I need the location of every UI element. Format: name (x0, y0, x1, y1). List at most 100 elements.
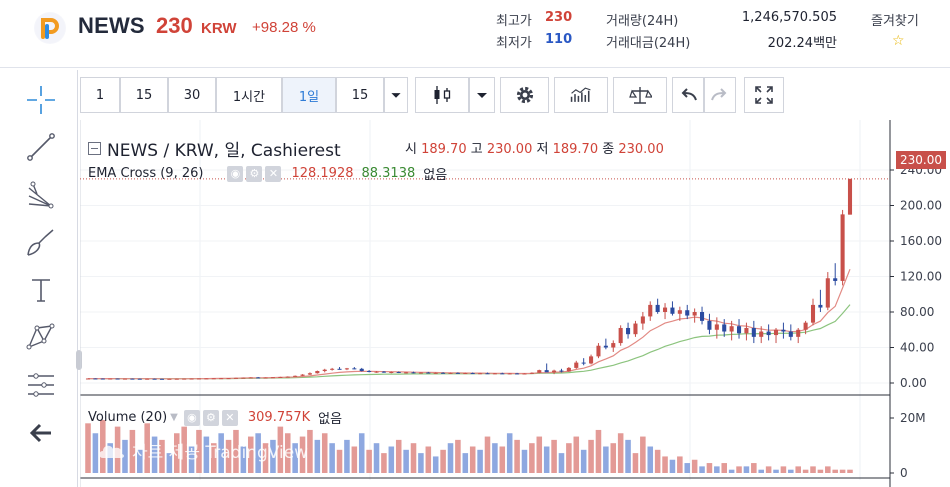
candle (278, 376, 283, 378)
volume-bar (270, 439, 276, 473)
candle (159, 378, 165, 380)
candle (655, 298, 660, 314)
market-header: NEWS 230 KRW +98.28 % 최고가 230 최저가 110 거래… (0, 0, 950, 68)
volume-bar (721, 463, 728, 473)
chevron-down-icon[interactable]: ▼ (170, 412, 178, 423)
toolbar-collapse-handle[interactable] (76, 350, 82, 370)
volume-bar (810, 466, 816, 473)
volume-bar (181, 426, 187, 473)
brush-icon[interactable] (20, 222, 62, 262)
back-arrow-icon[interactable] (20, 413, 62, 453)
volume-bar (743, 466, 750, 473)
interval-select[interactable]: 15 (336, 77, 384, 113)
pattern-icon[interactable] (20, 317, 62, 357)
star-icon[interactable]: ☆ (892, 33, 905, 49)
candle (293, 375, 298, 377)
chevron-down-icon[interactable] (384, 77, 408, 113)
candle (248, 377, 253, 379)
candle (93, 378, 98, 380)
candle (470, 372, 475, 375)
volume-bar (233, 429, 239, 473)
volume-24h-label: 거래량(24H) (606, 14, 679, 29)
candle (596, 343, 601, 359)
volume-bar (714, 466, 720, 473)
undo-icon[interactable] (672, 77, 704, 113)
volume-bar (603, 446, 609, 473)
price-tick-label: 0.00 (900, 376, 927, 390)
interval-1m-button[interactable]: 1 (80, 77, 120, 113)
volume-bar (440, 449, 446, 473)
eye-icon[interactable]: ◉ (227, 165, 244, 182)
chevron-down-icon[interactable] (469, 77, 495, 113)
candle (233, 377, 238, 379)
volume-none-label: 없음 (318, 412, 343, 427)
compare-scale-icon[interactable] (613, 77, 667, 113)
interval-30m-button[interactable]: 30 (168, 77, 216, 113)
candle (256, 376, 261, 379)
volume-bar (403, 449, 409, 473)
candle (270, 377, 275, 379)
candle (122, 378, 128, 380)
interval-1d-button[interactable]: 1일 (282, 77, 336, 113)
fib-icon[interactable] (20, 365, 62, 405)
candle (448, 372, 453, 374)
volume-bar (395, 439, 402, 473)
chart-pane[interactable]: 240.00 200.00 160.00 120.00 80.00 40.00 0.00 20… (80, 120, 950, 487)
text-icon[interactable] (20, 270, 62, 310)
volume-bar (580, 449, 587, 473)
candle (108, 378, 113, 380)
volume-bar (92, 433, 99, 473)
volume-bar (654, 449, 661, 473)
volume-bar (321, 433, 328, 473)
high-value: 230 (545, 10, 573, 25)
volume-bar (455, 439, 461, 473)
indicators-icon[interactable] (554, 77, 608, 113)
settings-icon[interactable]: ⚙ (246, 165, 263, 182)
candle (330, 367, 335, 371)
settings-gear-icon[interactable] (500, 77, 549, 113)
open-label: 시 (405, 142, 417, 157)
volume-bar (691, 459, 698, 473)
volume-label: Volume (20) (88, 410, 168, 425)
volume-bar (336, 449, 343, 473)
volume-bar (551, 439, 557, 473)
volume-bar (447, 443, 454, 473)
candle (85, 378, 91, 380)
tradingview-watermark[interactable]: 차트 제공 TradingView (96, 438, 308, 463)
candle (589, 354, 594, 365)
volume-bar (284, 433, 291, 473)
crosshair-icon[interactable] (20, 80, 62, 120)
close-icon[interactable]: ✕ (221, 409, 238, 426)
volume-bar (277, 426, 284, 473)
low-value: 110 (545, 32, 573, 47)
candle (463, 372, 468, 375)
candle-style-icon[interactable] (415, 77, 469, 113)
ema-slow-line (88, 304, 851, 380)
eye-icon[interactable]: ◉ (183, 409, 200, 426)
interval-1h-button[interactable]: 1시간 (216, 77, 282, 113)
trend-line-icon[interactable] (20, 127, 62, 167)
collapse-legend-icon[interactable] (88, 142, 101, 155)
redo-icon[interactable] (704, 77, 736, 113)
volume-bar (159, 439, 165, 473)
candle (633, 320, 638, 337)
candle (618, 325, 623, 346)
settings-icon[interactable]: ⚙ (202, 409, 219, 426)
chart-legend-title: NEWS / KRW, 일, Cashierest (88, 136, 341, 161)
legend-symbol: NEWS / KRW, 일, Cashierest (107, 141, 341, 161)
logo-icon (34, 12, 66, 44)
chart-toolbar: 1 15 30 1시간 1일 15 (80, 70, 950, 120)
price-tick-label: 40.00 (900, 341, 934, 355)
fullscreen-icon[interactable] (744, 77, 784, 113)
close-value: 230.00 (618, 142, 664, 157)
volume-bar (610, 443, 617, 473)
candle (603, 338, 608, 350)
pitchfork-icon[interactable] (20, 175, 62, 215)
candle (115, 378, 120, 380)
interval-15m-button[interactable]: 15 (120, 77, 168, 113)
volume-bar (366, 449, 372, 473)
volume-bar (758, 469, 764, 473)
favorite-button[interactable]: 즐겨찾기 (871, 14, 919, 29)
close-icon[interactable]: ✕ (265, 165, 282, 182)
price-chart[interactable]: 240.00200.00160.00120.0080.0040.000.0020… (80, 120, 950, 487)
